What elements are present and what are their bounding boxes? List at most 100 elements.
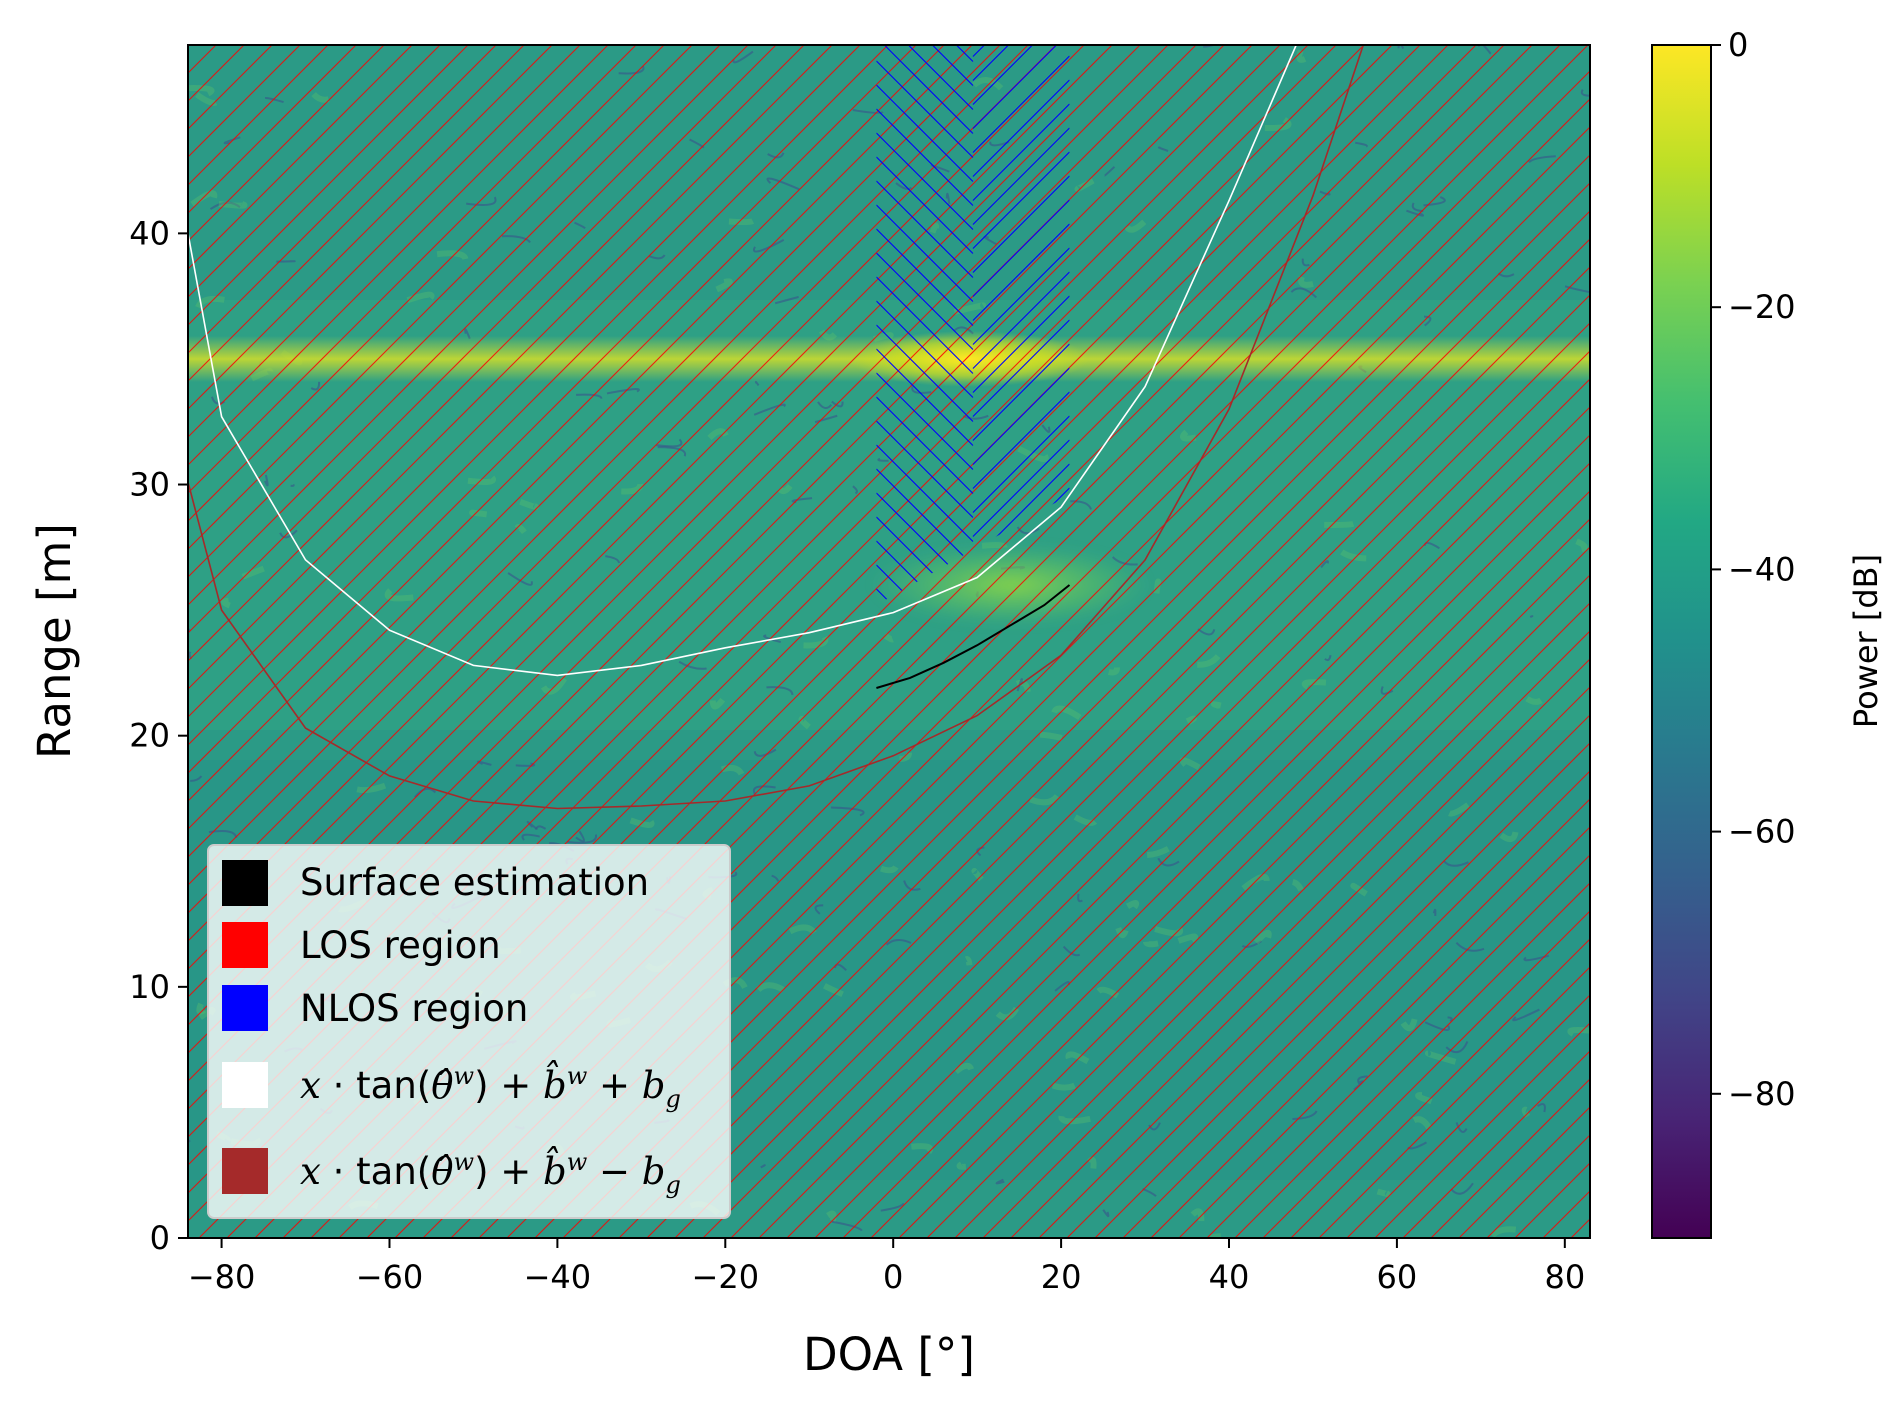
los-hatch-line (188, 45, 1197, 1054)
heatmap-speckle (817, 401, 833, 409)
heatmap-speckle (1157, 146, 1169, 152)
los-hatch-line (1290, 938, 1590, 1238)
heatmap-speckle (1397, 45, 1405, 50)
heatmap-speckle (1406, 209, 1424, 217)
legend-swatch-los (222, 922, 268, 968)
heatmap-speckle (771, 874, 780, 882)
heatmap-speckle (1241, 873, 1270, 891)
heatmap-speckle (732, 50, 754, 64)
los-hatch-line (188, 45, 441, 298)
heatmap-speckle (1528, 155, 1556, 164)
heatmap-speckle (971, 77, 1004, 91)
heatmap-speckle (521, 833, 540, 841)
colorbar-tick-label: 0 (1728, 26, 1748, 64)
heatmap-speckle (1350, 882, 1368, 897)
los-hatch-line (188, 45, 1029, 886)
heatmap-speckle (526, 820, 538, 830)
heatmap-speckle (1039, 731, 1063, 741)
heatmap-speckle (606, 388, 640, 395)
heatmap-speckle (1301, 258, 1310, 267)
heatmap-speckle (1077, 893, 1083, 903)
heatmap-speckle (1412, 1116, 1432, 1130)
los-hatch-line (188, 45, 525, 382)
x-tick-label: −80 (188, 1258, 256, 1296)
heatmap-speckle (1525, 696, 1543, 705)
los-hatch-line (842, 490, 1590, 1238)
heatmap-speckle (964, 956, 973, 966)
heatmap-speckle (1490, 1226, 1517, 1238)
colorbar: 0 −20 −40 −60 −80 Power [dB] (1651, 26, 1885, 1239)
y-axis-ticks: 0 10 20 30 40 (129, 214, 188, 1257)
los-hatch-line (646, 294, 1590, 1238)
heatmap-speckle (1564, 285, 1590, 294)
heatmap-speckle (1529, 615, 1534, 618)
los-hatch-line (188, 45, 945, 802)
colorbar-label: Power [dB] (1847, 554, 1885, 728)
nlos-hatch-line (876, 367, 1070, 470)
colorbar-gradient (1651, 44, 1712, 1239)
los-hatch-line (1038, 686, 1590, 1238)
x-tick-label: 20 (1041, 1258, 1082, 1296)
los-hatch-line (188, 45, 693, 550)
legend-swatch-lower-bound (222, 1148, 268, 1194)
nlos-hatch-line (876, 55, 1070, 158)
heatmap-speckle (715, 278, 733, 293)
heatmap-speckle (1567, 1026, 1590, 1037)
heatmap-speckle (852, 108, 884, 114)
heatmap-speckle (945, 192, 951, 205)
heatmap-speckle (831, 400, 844, 408)
heatmap-speckle (777, 484, 793, 495)
heatmap-speckle (883, 632, 894, 643)
los-hatch-line (188, 45, 973, 830)
legend-label-surface: Surface estimation (300, 861, 649, 904)
los-hatch-line (730, 378, 1590, 1238)
heatmap-speckle (728, 218, 755, 226)
legend-swatch-surface (222, 860, 268, 906)
heatmap-speckle (190, 775, 203, 782)
legend-item-nlos: NLOS region (222, 985, 528, 1031)
heatmap-speckle (188, 628, 191, 633)
heatmap-speckle (535, 825, 547, 830)
heatmap-speckle (814, 904, 824, 915)
heatmap-speckle (754, 380, 760, 386)
x-tick-label: 60 (1377, 1258, 1418, 1296)
heatmap-speckle (188, 85, 215, 97)
heatmap-speckle (774, 296, 799, 305)
heatmap-speckle (1115, 927, 1129, 939)
heatmap-speckle (1197, 628, 1216, 636)
nlos-hatch-line (876, 0, 1069, 38)
heatmap-speckle (1442, 859, 1469, 867)
nlos-hatch-line (876, 319, 1070, 422)
heatmap-speckle (830, 806, 865, 817)
heatmap-speckle (507, 572, 533, 586)
heatmap-speckle (469, 509, 488, 518)
los-hatch-line (898, 546, 1590, 1238)
heatmap-speckle (1411, 202, 1424, 213)
los-hatch-line (188, 45, 413, 270)
heatmap-speckle (223, 136, 241, 145)
colorbar-ticks: 0 −20 −40 −60 −80 (1711, 26, 1796, 1113)
los-hatch-line (188, 45, 553, 410)
los-hatch-line (758, 406, 1590, 1238)
heatmap-speckle (1477, 45, 1492, 55)
los-hatch-line (1010, 658, 1590, 1238)
x-tick-label: 0 (883, 1258, 903, 1296)
heatmap-speckle (689, 138, 705, 149)
los-hatch-line (590, 238, 1590, 1238)
heatmap-speckle (1580, 89, 1590, 97)
heatmap-speckle (976, 846, 985, 857)
heatmap-speckle (753, 785, 776, 795)
heatmap-speckle (1264, 117, 1292, 132)
upper-bound-curve (188, 45, 1297, 677)
heatmap-speckle (1210, 701, 1222, 709)
heatmap-speckle (995, 1178, 1005, 1185)
colorbar-tick-label: −80 (1728, 1075, 1796, 1113)
nlos-hatch-line (876, 343, 1070, 446)
y-tick-label: 0 (150, 1219, 170, 1257)
heatmap-speckle (540, 676, 567, 695)
los-hatch-line (1234, 882, 1590, 1238)
heatmap-speckle (265, 96, 284, 104)
los-hatch-line (188, 45, 805, 662)
los-hatch-line (1122, 770, 1590, 1238)
x-tick-label: 40 (1209, 1258, 1250, 1296)
